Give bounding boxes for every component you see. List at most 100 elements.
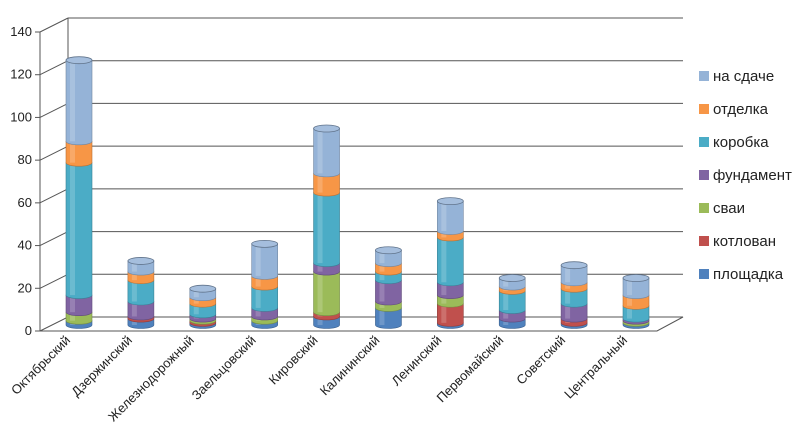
gridline-diagonal — [39, 17, 69, 33]
bar-segment-highlight — [193, 303, 199, 315]
bar-segment-highlight — [379, 250, 385, 264]
bar-segment-коробка — [498, 290, 526, 314]
y-axis-ticks: 0 20 40 60 80 100 120 140 — [10, 24, 40, 338]
bar-segment-highlight — [441, 303, 447, 323]
y-tick-label: 60 — [18, 195, 32, 210]
bar-segment-highlight — [565, 303, 571, 319]
bar-segment-коробка — [251, 286, 278, 312]
bar-segment-highlight — [441, 237, 447, 283]
bar-top-cap — [498, 274, 526, 282]
y-tick-label: 20 — [18, 280, 32, 295]
legend-label: котлован — [713, 233, 776, 250]
legend-swatch — [699, 104, 709, 114]
bar-segment-highlight — [317, 128, 323, 174]
bar-segment-коробка — [622, 305, 650, 323]
bar-segment-фундамент — [375, 279, 402, 306]
bar-segment-коробка — [189, 303, 217, 319]
bar-segment-highlight — [565, 288, 571, 304]
x-category-label: Ленинский — [389, 333, 445, 389]
bar-segment-highlight — [255, 243, 261, 276]
bar-segment-highlight — [70, 141, 75, 163]
bar-segment-highlight — [441, 295, 447, 304]
bar-segment-площадка — [375, 307, 402, 329]
bar-segment-highlight — [627, 295, 632, 306]
x-category-label: Центральный — [561, 333, 630, 402]
bar-segment-highlight — [255, 286, 261, 308]
bar-segment-highlight — [317, 192, 323, 264]
bar-segment-body — [251, 243, 278, 280]
bar-segment-highlight — [255, 275, 261, 287]
gridline-diagonal — [39, 273, 69, 289]
bar-segment-коробка — [560, 288, 588, 308]
legend-label: коробка — [713, 134, 769, 151]
x-category-label: Советский — [513, 333, 568, 388]
bar-top-cap — [65, 56, 93, 65]
legend-swatch — [699, 269, 709, 279]
legend: на сдаче отделка коробка фундамент сваи котло… — [699, 68, 792, 283]
bar-segment-highlight — [317, 173, 323, 193]
bar-segment-на сдаче — [65, 59, 93, 146]
bar-segment-highlight — [503, 278, 509, 287]
bar-segment-highlight — [379, 280, 385, 302]
legend-swatch — [699, 137, 709, 147]
bar-segment-highlight — [379, 263, 385, 272]
gridline-diagonal — [39, 188, 69, 204]
bar-segment-highlight — [255, 307, 261, 317]
bar-segment-highlight — [70, 60, 75, 142]
bar-segment-коробка — [65, 162, 93, 299]
bar-segment-фундамент — [560, 303, 588, 323]
bar-top-cap — [251, 239, 279, 248]
bar-top-cap — [127, 257, 155, 265]
y-tick-label: 120 — [10, 67, 32, 82]
x-category-label: Первомайский — [434, 333, 507, 406]
x-category-label: Дзержинский — [68, 333, 135, 400]
bar-segment-highlight — [131, 301, 137, 317]
bar-segment-отделка — [313, 173, 340, 197]
legend-label: на сдаче — [713, 68, 774, 85]
y-tick-label: 100 — [10, 109, 32, 124]
bar-segment-коробка — [313, 192, 340, 267]
bar-segment-body — [313, 271, 340, 316]
x-category-label: Кировский — [266, 333, 321, 388]
bar-segment-на сдаче — [313, 128, 340, 178]
bar-segment-highlight — [441, 201, 447, 232]
bar-segment-на сдаче — [127, 260, 155, 276]
bar-segment-коробка — [127, 279, 155, 306]
legend-label: отделка — [713, 101, 769, 118]
gridline-diagonal — [39, 60, 69, 76]
bar-segment-highlight — [193, 288, 199, 298]
bar-top-cap — [189, 284, 217, 293]
bar-segment-на сдаче — [251, 243, 278, 280]
bar-segment-highlight — [441, 282, 447, 296]
bar-segment-highlight — [70, 162, 75, 296]
bar-segment-котлован — [437, 303, 464, 327]
x-category-label: Заельцовский — [189, 333, 259, 403]
bar-segment-на сдаче — [437, 200, 464, 235]
bar-segment-highlight — [379, 271, 385, 281]
bar-segment-highlight — [503, 310, 509, 319]
bar-segment-на сдаче — [622, 277, 650, 299]
bar-segment-отделка — [251, 275, 278, 291]
bar-top-cap — [436, 197, 464, 206]
legend-label: площадка — [713, 266, 784, 283]
legend-swatch — [699, 203, 709, 213]
bar-segment-на сдаче — [375, 249, 402, 267]
bar-segment-фундамент — [127, 301, 155, 321]
bar-top-cap — [560, 261, 588, 270]
bar-top-cap — [622, 274, 650, 282]
bar-segment-highlight — [70, 295, 75, 313]
y-tick-label: 140 — [10, 24, 32, 39]
bar-segment-highlight — [503, 290, 509, 311]
legend-swatch — [699, 170, 709, 180]
bar-segment-highlight — [131, 271, 137, 281]
bar-segment-body — [437, 237, 464, 287]
legend-swatch — [699, 236, 709, 246]
legend-label: сваи — [713, 200, 745, 217]
bar-segment-body — [437, 200, 464, 235]
x-axis-labels: ОктябрьскийДзержинскийЖелезнодорожныйЗае… — [8, 333, 630, 425]
bar-segment-body — [65, 59, 93, 146]
gridline-diagonal — [39, 102, 69, 118]
bar-top-cap — [313, 124, 340, 133]
bar-segment-highlight — [131, 260, 137, 272]
